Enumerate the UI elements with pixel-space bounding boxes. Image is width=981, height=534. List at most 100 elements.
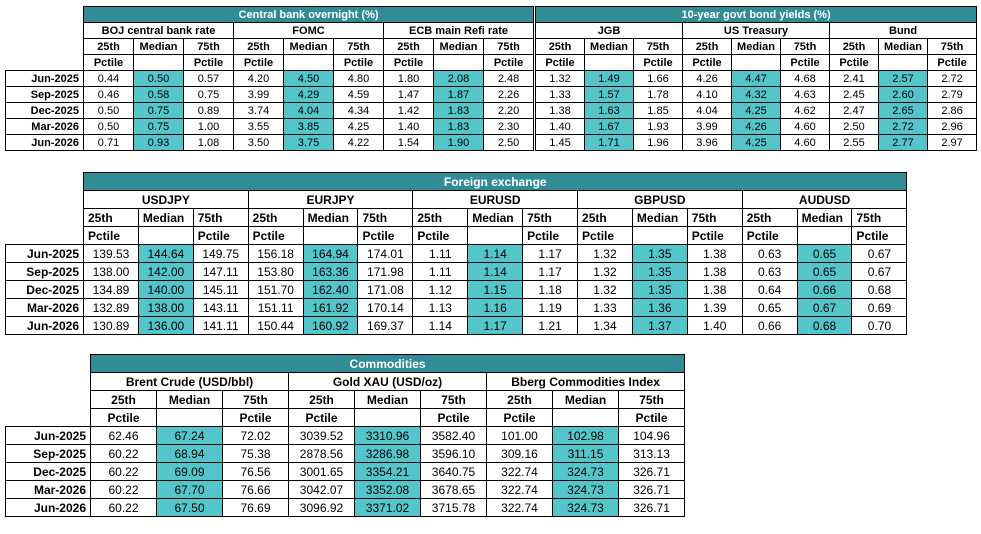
median-cell: 0.65 (796, 244, 853, 263)
sub-header-pctile: Pctile (486, 408, 553, 427)
pctile-cell: 326.71 (617, 480, 686, 499)
pctile-cell: 62.46 (90, 426, 157, 445)
pctile-cell: 2.86 (926, 102, 978, 119)
pctile-cell: 3.74 (233, 102, 284, 119)
row-date-label: Jun-2025 (5, 426, 91, 445)
sub-header-pctile (133, 54, 184, 71)
pctile-cell: 60.22 (90, 498, 157, 517)
pctile-cell: 1.32 (577, 262, 633, 281)
pctile-cell: 1.47 (383, 86, 434, 103)
sub-header-25th: 25th (682, 38, 732, 55)
pctile-cell: 60.22 (90, 462, 157, 481)
pctile-cell: 156.18 (247, 244, 304, 263)
sub-header-pctile: Pctile (83, 54, 134, 71)
pctile-cell: 326.71 (617, 462, 686, 481)
pctile-cell: 171.98 (357, 262, 414, 281)
median-cell: 2.08 (433, 70, 484, 87)
median-cell: 1.35 (631, 262, 688, 281)
sub-header-pctile: Pctile (247, 226, 304, 245)
sub-header-pctile: Pctile (851, 226, 908, 245)
sub-header-median: Median (133, 38, 184, 55)
sub-header-pctile: Pctile (780, 54, 830, 71)
table-row: Jun-2026 0.71 0.93 1.08 3.50 3.75 4.22 1.54 1.90… (5, 134, 535, 151)
commodities-title: Commodities (89, 354, 686, 373)
pctile-cell: 76.56 (222, 462, 289, 481)
fx-sub-top: 25th Median 75th 25th Median 75th 25th Median 75… (6, 208, 908, 227)
row-date-label: Dec-2025 (5, 102, 84, 119)
corner-cell (6, 209, 84, 227)
median-cell: 3352.08 (354, 480, 421, 499)
median-cell: 2.57 (878, 70, 928, 87)
pctile-cell: 1.45 (535, 134, 585, 151)
sub-header-median: Median (467, 208, 524, 227)
median-cell: 138.00 (137, 298, 194, 317)
sub-header-pctile: Pctile (535, 54, 585, 71)
central-bank-title: Central bank overnight (%) (82, 6, 535, 23)
pctile-cell: 3.99 (233, 86, 284, 103)
group-jgb: JGB (535, 22, 683, 39)
median-cell: 4.29 (283, 86, 334, 103)
sub-header-pctile: Pctile (522, 226, 579, 245)
median-cell: 1.63 (584, 102, 634, 119)
sub-header-75th: 75th (333, 38, 384, 55)
table-row: Jun-2026 60.22 67.50 76.69 3096.92 3371.02 371… (5, 498, 686, 517)
sub-header-pctile (731, 54, 781, 71)
row-date-label: Jun-2025 (5, 70, 84, 87)
pctile-cell: 4.22 (333, 134, 384, 151)
median-cell: 0.66 (796, 280, 853, 299)
median-cell: 0.75 (133, 118, 184, 135)
median-cell: 140.00 (137, 280, 194, 299)
pctile-cell: 4.62 (780, 102, 830, 119)
corner-cell (6, 409, 91, 427)
pctile-cell: 1.13 (412, 298, 469, 317)
pctile-cell: 1.40 (383, 118, 434, 135)
sub-header-75th: 75th (780, 38, 830, 55)
pctile-cell: 4.59 (333, 86, 384, 103)
pctile-cell: 4.04 (682, 102, 732, 119)
pctile-cell: 3039.52 (288, 426, 355, 445)
median-cell: 0.58 (133, 86, 184, 103)
median-cell: 164.94 (302, 244, 359, 263)
sub-header-25th: 25th (383, 38, 434, 55)
pctile-cell: 1.40 (535, 118, 585, 135)
median-cell: 0.50 (133, 70, 184, 87)
median-cell: 102.98 (552, 426, 619, 445)
pctile-cell: 141.11 (192, 316, 249, 335)
pctile-cell: 0.75 (183, 86, 234, 103)
median-cell: 68.94 (156, 444, 223, 463)
pctile-cell: 326.71 (617, 498, 686, 517)
pctile-cell: 3640.75 (420, 462, 487, 481)
pctile-cell: 75.38 (222, 444, 289, 463)
pctile-cell: 1.11 (412, 244, 469, 263)
sub-header-25th: 25th (83, 38, 134, 55)
pctile-cell: 1.54 (383, 134, 434, 151)
pctile-cell: 1.38 (686, 280, 743, 299)
pctile-cell: 76.66 (222, 480, 289, 499)
sub-header-pctile (552, 408, 619, 427)
median-cell: 1.35 (631, 244, 688, 263)
corner-cell (6, 391, 91, 409)
sub-header-pctile (156, 408, 223, 427)
sub-header-pctile (433, 54, 484, 71)
commodities-table: Commodities Brent Crude (USD/bbl) Gold XA… (5, 354, 686, 517)
table-row: 1.38 1.63 1.85 4.04 4.25 4.62 2.47 2.65 2.86 (535, 102, 978, 119)
sub-header-pctile (467, 226, 524, 245)
table-row: Sep-2025 0.46 0.58 0.75 3.99 4.29 4.59 1.47 1.87… (5, 86, 535, 103)
pctile-cell: 4.80 (333, 70, 384, 87)
group-ust: US Treasury (682, 22, 830, 39)
median-cell: 1.14 (467, 244, 524, 263)
sub-header-pctile (796, 226, 853, 245)
sub-header-median: Median (137, 208, 194, 227)
median-cell: 1.67 (584, 118, 634, 135)
median-cell: 1.87 (433, 86, 484, 103)
row-date-label: Dec-2025 (5, 462, 91, 481)
table-row: Jun-2025 139.53 144.64 149.75 156.18 164.94 17… (5, 244, 908, 263)
row-date-label: Jun-2026 (5, 498, 91, 517)
pctile-cell: 132.89 (83, 298, 139, 317)
sub-header-75th: 75th (522, 208, 579, 227)
group-ecb: ECB main Refi rate (382, 22, 535, 39)
pctile-cell: 0.63 (741, 262, 798, 281)
sub-header-median: Median (156, 390, 223, 409)
pctile-cell: 2.79 (926, 86, 978, 103)
pctile-cell: 1.14 (412, 316, 469, 335)
